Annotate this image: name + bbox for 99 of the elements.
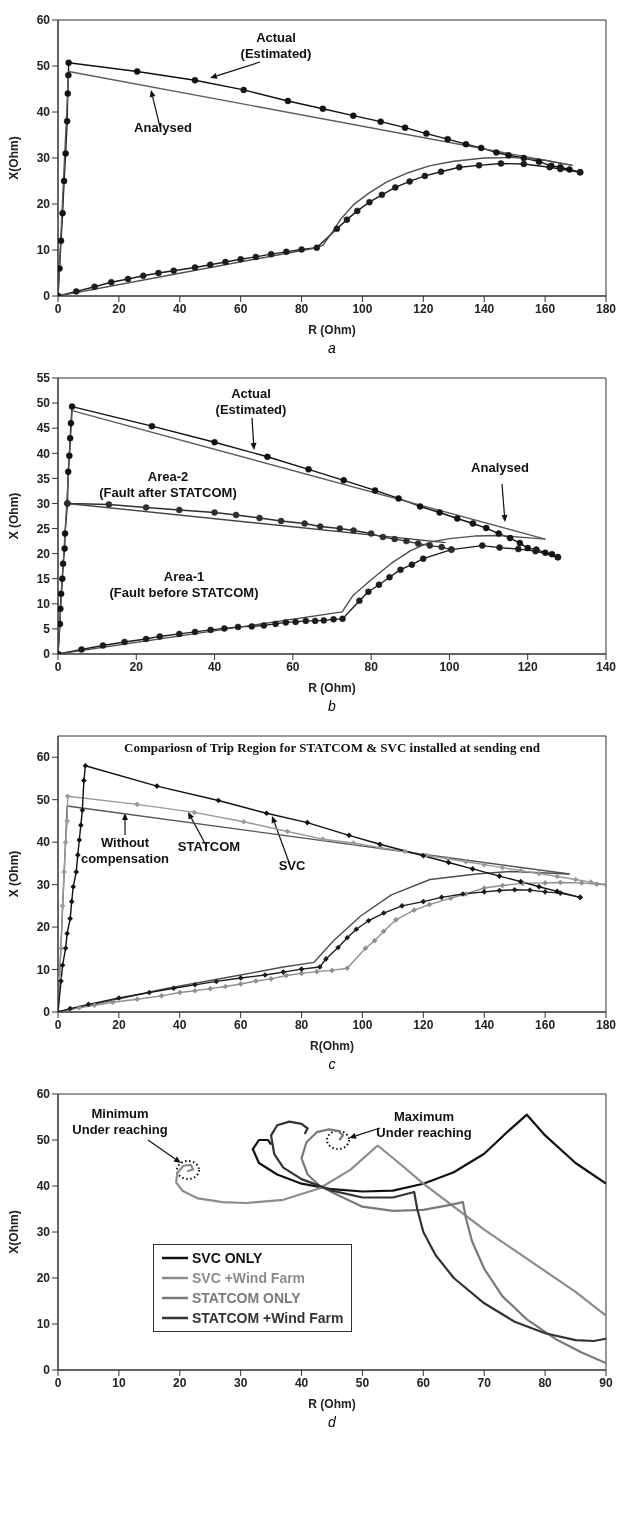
y-tick-label: 50 xyxy=(36,792,51,807)
y-tick-label: 60 xyxy=(36,13,51,28)
x-tick-label: 70 xyxy=(477,1375,492,1390)
y-tick-label: 10 xyxy=(36,1317,51,1332)
annotation: SVC xyxy=(277,858,307,874)
x-tick-label: 100 xyxy=(439,659,460,674)
text: a xyxy=(327,340,337,356)
x-tick-label: 80 xyxy=(294,301,309,316)
y-tick-label: 15 xyxy=(36,571,51,586)
legend-label: SVC +Wind Farm xyxy=(192,1270,306,1286)
y-tick-label: 50 xyxy=(36,1133,51,1148)
x-tick-label: 30 xyxy=(233,1375,248,1390)
y-tick-label: 30 xyxy=(36,877,51,892)
x-tick-label: 20 xyxy=(112,301,126,316)
x-tick-label: 20 xyxy=(173,1375,187,1390)
y-tick-label: 20 xyxy=(36,920,51,935)
text: b xyxy=(327,698,337,714)
x-tick-label: 80 xyxy=(364,659,379,674)
chart-title: Compariosn of Trip Region for STATCOM & SVC installed at sending end xyxy=(123,740,541,756)
x-tick-label: 50 xyxy=(355,1375,370,1390)
y-tick-label: 60 xyxy=(36,750,51,765)
annotation: Maximum Under reaching xyxy=(375,1109,473,1141)
x-tick-label: 60 xyxy=(416,1375,431,1390)
x-tick-label: 60 xyxy=(233,1017,248,1032)
y-tick-label: 40 xyxy=(36,1179,51,1194)
y-tick-label: 0 xyxy=(43,647,51,662)
x-tick-label: 0 xyxy=(54,1375,62,1390)
x-tick-label: 20 xyxy=(112,1017,126,1032)
x-tick-label: 140 xyxy=(474,1017,495,1032)
x-axis-title: R (Ohm) xyxy=(308,323,356,337)
text: d xyxy=(327,1414,337,1430)
x-tick-label: 120 xyxy=(517,659,539,674)
y-tick-label: 30 xyxy=(36,151,51,166)
annotation: Area-2 (Fault after STATCOM) xyxy=(98,469,238,501)
annotation: Actual (Estimated) xyxy=(239,30,313,62)
annotation: Analysed xyxy=(133,120,193,136)
x-tick-label: 180 xyxy=(595,301,617,316)
x-axis-title: R(Ohm) xyxy=(310,1039,354,1053)
x-tick-label: 180 xyxy=(595,1017,617,1032)
y-tick-label: 40 xyxy=(36,835,51,850)
x-tick-label: 120 xyxy=(413,301,434,316)
y-tick-label: 30 xyxy=(36,496,51,511)
annotation: STATCOM xyxy=(177,839,241,854)
y-tick-label: 40 xyxy=(36,105,51,120)
y-axis-title: X (Ohm) xyxy=(7,850,22,898)
x-tick-label: 40 xyxy=(207,659,222,674)
y-tick-label: 20 xyxy=(36,546,51,561)
y-tick-label: 50 xyxy=(36,396,51,411)
y-tick-label: 20 xyxy=(36,197,51,212)
y-tick-label: 10 xyxy=(36,243,51,258)
legend-label: STATCOM ONLY xyxy=(192,1290,301,1306)
y-axis-title: X(Ohm) xyxy=(7,136,22,180)
x-tick-label: 120 xyxy=(413,1017,434,1032)
x-axis-title: R (Ohm) xyxy=(308,681,356,695)
y-tick-label: 55 xyxy=(36,371,51,386)
x-tick-label: 40 xyxy=(173,301,187,316)
y-axis-title: X(Ohm) xyxy=(7,1210,22,1254)
y-tick-label: 10 xyxy=(36,962,51,977)
x-axis-title: R (Ohm) xyxy=(308,1397,356,1411)
x-tick-label: 140 xyxy=(474,301,495,316)
x-tick-label: 160 xyxy=(535,301,556,316)
y-tick-label: 60 xyxy=(36,1087,51,1102)
legend-label: SVC ONLY xyxy=(192,1250,263,1266)
x-tick-label: 0 xyxy=(54,659,62,674)
y-axis-title: X (Ohm) xyxy=(7,492,22,540)
y-tick-label: 10 xyxy=(36,597,51,612)
y-tick-label: 35 xyxy=(36,471,51,486)
annotation: Without compensation xyxy=(80,835,170,866)
x-tick-label: 10 xyxy=(112,1375,126,1390)
y-tick-label: 20 xyxy=(36,1271,51,1286)
x-tick-label: 140 xyxy=(595,659,617,674)
x-tick-label: 0 xyxy=(54,1017,62,1032)
x-tick-label: 100 xyxy=(352,1017,373,1032)
annotation: Minimum Under reaching xyxy=(72,1106,168,1137)
x-tick-label: 90 xyxy=(599,1375,613,1390)
x-tick-label: 60 xyxy=(233,301,248,316)
y-tick-label: 40 xyxy=(36,446,51,461)
y-tick-label: 25 xyxy=(36,521,51,536)
x-tick-label: 20 xyxy=(129,659,144,674)
legend-label: STATCOM +Wind Farm xyxy=(192,1310,344,1326)
y-tick-label: 0 xyxy=(43,1363,51,1378)
x-tick-label: 40 xyxy=(294,1375,309,1390)
annotation: Analysed xyxy=(470,460,530,476)
x-tick-label: 0 xyxy=(54,301,62,316)
x-tick-label: 60 xyxy=(286,659,300,674)
text: c xyxy=(327,1056,337,1072)
y-tick-label: 30 xyxy=(36,1225,51,1240)
x-tick-label: 80 xyxy=(538,1375,553,1390)
x-tick-label: 40 xyxy=(173,1017,187,1032)
x-tick-label: 100 xyxy=(352,301,373,316)
y-tick-label: 5 xyxy=(43,622,51,637)
x-tick-label: 160 xyxy=(535,1017,556,1032)
y-tick-label: 45 xyxy=(36,421,51,436)
y-tick-label: 0 xyxy=(43,289,51,304)
annotation: Area-1 (Fault before STATCOM) xyxy=(108,569,260,601)
y-tick-label: 50 xyxy=(36,59,51,74)
y-tick-label: 0 xyxy=(43,1005,51,1020)
x-tick-label: 80 xyxy=(294,1017,309,1032)
annotation: Actual (Estimated) xyxy=(214,386,288,418)
